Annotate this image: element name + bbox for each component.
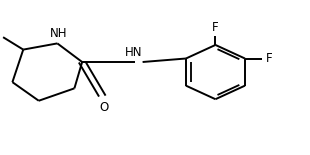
Text: NH: NH	[50, 27, 68, 40]
Text: F: F	[266, 52, 272, 65]
Text: O: O	[99, 101, 108, 114]
Text: HN: HN	[125, 46, 142, 59]
Text: F: F	[212, 21, 219, 34]
